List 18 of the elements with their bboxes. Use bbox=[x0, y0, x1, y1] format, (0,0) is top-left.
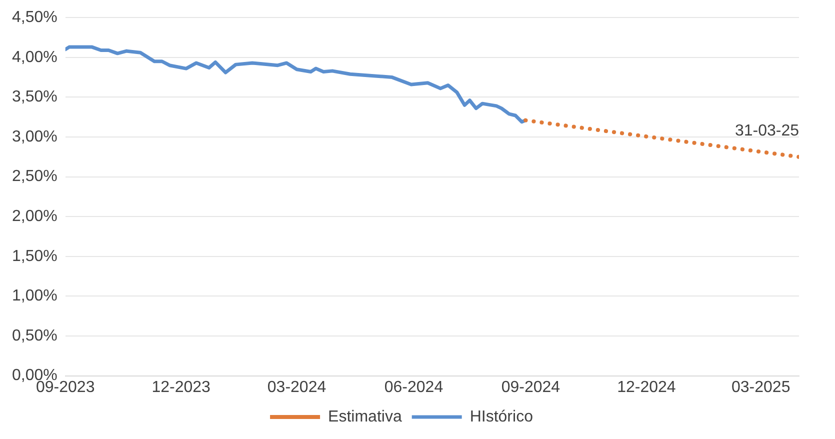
x-tick-label: 12-2023 bbox=[152, 378, 211, 396]
y-tick-label: 3,00% bbox=[12, 128, 58, 146]
x-tick-label: 03-2025 bbox=[731, 378, 790, 396]
annotation: 31-03-25 bbox=[734, 122, 800, 140]
y-tick-label: 4,50% bbox=[12, 9, 58, 26]
y-tick-label: 2,00% bbox=[12, 208, 58, 226]
y-tick-label: 4,00% bbox=[12, 48, 58, 66]
y-tick-label: 2,50% bbox=[12, 168, 58, 186]
x-tick-label: 03-2024 bbox=[267, 378, 326, 396]
x-tick-label: 06-2024 bbox=[384, 378, 444, 396]
x-tick-label: 09-2024 bbox=[501, 378, 560, 396]
y-tick-label: 0,50% bbox=[12, 327, 58, 344]
legend-label: HIstórico bbox=[470, 408, 534, 426]
y-tick-label: 3,50% bbox=[12, 88, 58, 106]
y-tick-label: 1,00% bbox=[12, 288, 58, 305]
x-tick-label: 12-2024 bbox=[617, 378, 676, 396]
legend-label: Estimativa bbox=[328, 408, 402, 426]
y-tick-label: 1,50% bbox=[12, 248, 58, 265]
